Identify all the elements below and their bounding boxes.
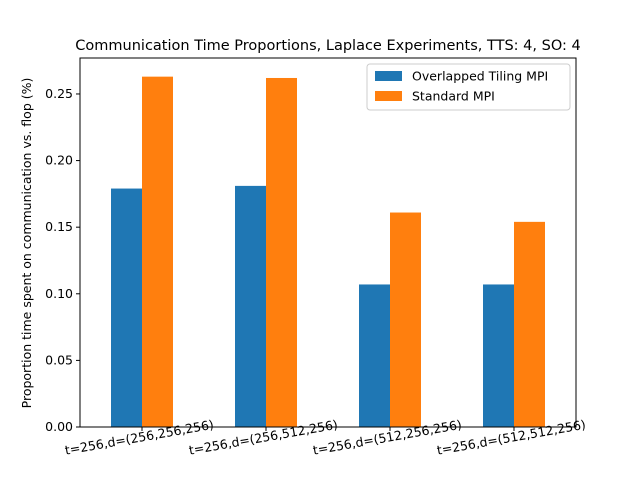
bar-1-3: [359, 284, 390, 427]
y-axis-label: Proportion time spent on communication v…: [19, 78, 34, 409]
bar-1-1: [111, 188, 142, 427]
bar-1-4: [483, 284, 514, 427]
bar-1-2: [235, 185, 266, 427]
y-tick-label-2: 0.05: [45, 352, 73, 367]
y-tick-label-4: 0.15: [45, 219, 73, 234]
y-tick-label-1: 0.00: [45, 419, 73, 434]
y-tick-label-3: 0.10: [45, 286, 73, 301]
legend-swatch-1: [375, 71, 402, 81]
plot-frame: [79, 57, 577, 428]
y-tick-label-5: 0.20: [45, 153, 73, 168]
legend-box: [366, 63, 571, 111]
chart-title: Communication Time Proportions, Laplace …: [75, 38, 580, 54]
legend-label-1: Overlapped Tiling MPI: [412, 69, 548, 84]
legend-label-2: Standard MPI: [412, 89, 495, 104]
bar-2-1: [142, 76, 173, 428]
plot-area: 0.000.050.100.150.200.25t=256,d=(256,256…: [45, 57, 587, 458]
legend-swatch-2: [375, 91, 402, 101]
bar-2-3: [390, 212, 421, 427]
bar-2-4: [514, 221, 545, 427]
bar-2-2: [266, 77, 297, 428]
y-tick-label-6: 0.25: [45, 86, 73, 101]
